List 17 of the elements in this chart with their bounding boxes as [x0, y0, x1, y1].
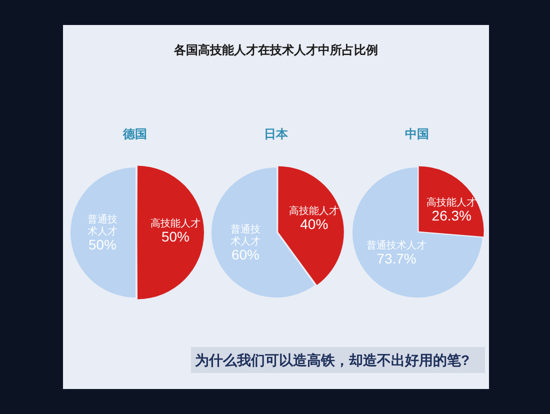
data-label: 40% [300, 216, 328, 232]
data-label: 73.7% [376, 250, 416, 266]
slice-label: 高技能人才 [288, 205, 339, 218]
text: 各国高技能人才在技术人才中所占比例 [174, 43, 378, 57]
chart-title: 中国 [405, 127, 429, 141]
data-label: 26.3% [431, 208, 471, 224]
chart-title: 日本 [264, 127, 288, 141]
slice-label: 高技能人才 [426, 196, 476, 209]
data-label: 50% [160, 228, 190, 244]
data-label: 50% [88, 236, 116, 252]
slice-label: 普通技术人才 [366, 239, 426, 252]
slice-label: 普通技术人才 [230, 223, 260, 248]
text: 为什么我们可以造高铁，却造不出好用的笔? [195, 352, 470, 368]
slice-label: 普通技术人才 [87, 213, 117, 238]
slice-label: 高技能人才 [150, 217, 200, 230]
data-label: 60% [230, 246, 260, 262]
chart-title: 德国 [123, 127, 147, 141]
